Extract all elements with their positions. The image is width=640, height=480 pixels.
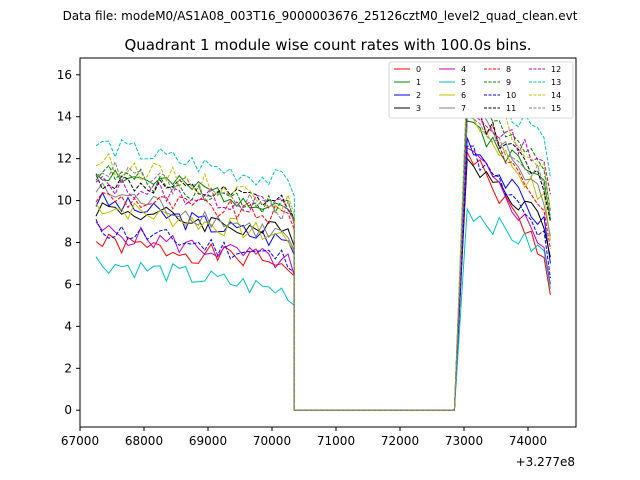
y-tick-label: 12 [57,152,72,166]
series-line-0 [95,150,551,411]
series-line-7 [95,103,551,411]
series-line-9 [95,88,551,411]
series-line-13 [95,70,551,411]
x-tick-label: 68000 [125,434,163,448]
legend-label-14: 14 [551,91,561,100]
y-tick-label: 10 [57,194,72,208]
series-line-2 [95,137,551,411]
x-tick-label: 73000 [445,434,483,448]
x-tick-label: 74000 [509,434,547,448]
legend-label-9: 9 [506,78,511,87]
series-line-14 [95,77,551,411]
series-line-10 [95,145,551,411]
x-tick-label: 70000 [253,434,291,448]
legend-label-2: 2 [416,91,421,100]
data-file-label: Data file: modeM0/AS1A08_003T16_90000036… [63,9,578,23]
legend-label-6: 6 [461,91,466,100]
y-tick-label: 6 [64,277,72,291]
y-tick-label: 0 [64,403,72,417]
series-line-1 [95,120,551,411]
series-line-15 [95,116,551,411]
y-tick-label: 8 [64,236,72,250]
series-line-4 [95,147,551,411]
y-tick-label: 2 [64,361,72,375]
x-tick-label: 67000 [61,434,99,448]
series-line-11 [95,104,551,411]
x-tick-label: 72000 [381,434,419,448]
legend-label-12: 12 [551,65,561,74]
legend-label-1: 1 [416,78,421,87]
y-axis: 0 2 4 6 8 10 12 14 16 [57,68,80,417]
legend-label-8: 8 [506,65,511,74]
series-line-6 [95,108,551,411]
series-line-12 [95,111,551,411]
legend-label-5: 5 [461,78,466,87]
series-line-5 [95,207,551,411]
y-tick-label: 4 [64,319,72,333]
legend-label-4: 4 [461,65,466,74]
legend-label-11: 11 [506,104,516,113]
x-tick-label: 69000 [189,434,227,448]
legend-box [388,61,574,119]
legend-label-10: 10 [506,91,516,100]
legend-label-7: 7 [461,104,466,113]
x-offset-label: +3.277e8 [516,455,575,469]
series-layer [95,70,551,411]
legend-label-13: 13 [551,78,561,87]
chart-title: Quadrant 1 module wise count rates with … [124,36,531,54]
x-tick-label: 71000 [317,434,355,448]
x-axis: 67000 68000 69000 70000 71000 72000 73000 74000 [61,427,547,448]
series-line-8 [95,99,551,411]
legend-label-15: 15 [551,104,561,113]
legend-label-0: 0 [416,65,421,74]
y-tick-label: 14 [57,110,72,124]
y-tick-label: 16 [57,68,72,82]
legend-label-3: 3 [416,104,421,113]
